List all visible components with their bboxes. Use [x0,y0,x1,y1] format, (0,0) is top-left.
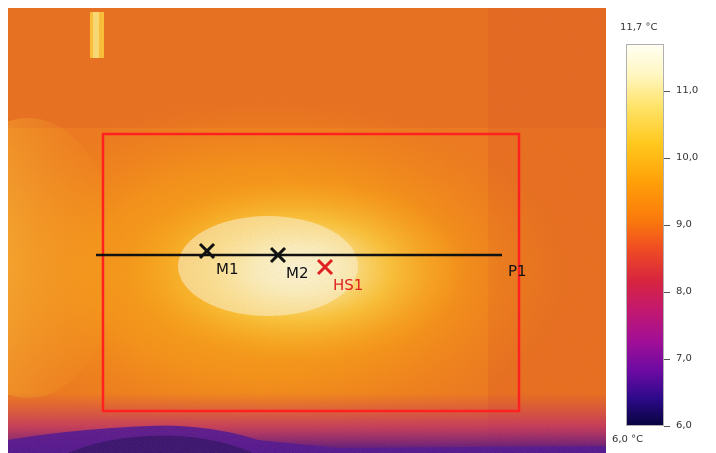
scale-min-label: 6,0 °C [612,434,644,445]
marker-m2-cross[interactable] [269,246,287,264]
scale-tick-mark [664,157,670,159]
marker-m2-label: M2 [286,264,309,282]
scale-tick-mark [664,224,670,226]
marker-m1-cross[interactable] [198,242,216,260]
marker-m1-label: M1 [216,260,239,278]
scale-tick-mark [664,358,670,360]
scale-tick-label: 11,0 [676,84,699,96]
scale-tick-label: 8,0 [676,285,692,297]
marker-hs1-label: HS1 [333,276,364,294]
scale-tick-label: 10,0 [676,151,699,163]
thermal-image [8,8,606,453]
scale-tick-label: 9,0 [676,218,692,230]
scale-max-label: 11,7 °C [620,22,658,33]
scale-tick-label: 6,0 [676,420,692,431]
scale-tick-mark [664,426,670,427]
scale-tick-mark [664,90,670,92]
scale-tick-mark [664,291,670,293]
profile-p1-label: P1 [508,262,527,280]
color-scale-bar [626,44,664,426]
thermal-image-canvas [8,8,606,453]
scale-tick-label: 7,0 [676,352,692,364]
measurement-area-box[interactable] [101,132,521,413]
temperature-scale: 11,7 °C 11,0 10,0 9,0 8,0 7,0 6,0 6,0 °C [606,0,716,453]
marker-hs1-cross[interactable] [316,258,334,276]
